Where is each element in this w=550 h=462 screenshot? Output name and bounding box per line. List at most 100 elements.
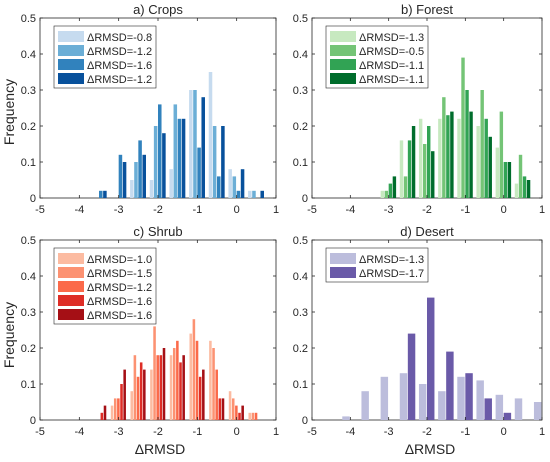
x-tick-label: -2 [422, 426, 432, 438]
y-axis-label-bottom: Frequency [1, 302, 17, 368]
histogram-bar [469, 111, 473, 198]
legend-swatch [58, 31, 84, 42]
x-tick-label: 1 [539, 204, 545, 216]
histogram-bar [209, 340, 212, 420]
x-tick-label: -4 [345, 204, 355, 216]
y-tick-label: 0.2 [293, 121, 308, 133]
legend: ΔRMSD=-1.0 ΔRMSD=-1.5 ΔRMSD=-1.2 ΔRMSD=-1.6… [53, 247, 157, 325]
x-tick-label: -1 [460, 426, 470, 438]
legend-entry-label: ΔRMSD=-1.2 [87, 46, 152, 58]
histogram-bar [503, 412, 512, 420]
histogram-bar [212, 126, 217, 198]
histogram-bar [189, 333, 193, 420]
histogram-bar [172, 348, 176, 420]
y-tick-label: 0.2 [293, 343, 308, 355]
histogram-bar [142, 154, 146, 198]
legend-swatch [58, 59, 84, 70]
legend-entry-label: ΔRMSD=-1.3 [359, 254, 424, 266]
histogram-bar [251, 412, 255, 420]
histogram-bar [228, 169, 232, 198]
y-tick-label: 0 [302, 193, 308, 205]
histogram-bar [212, 348, 215, 420]
x-tick-label: -1 [460, 204, 470, 216]
histogram-bar [176, 340, 179, 420]
histogram-bar [202, 369, 205, 420]
legend: ΔRMSD=-1.3 ΔRMSD=-1.7 [325, 247, 429, 283]
histogram-bar [241, 405, 244, 420]
histogram-bar [122, 162, 127, 198]
histogram-bar [522, 176, 527, 198]
histogram-bar [156, 355, 159, 420]
x-tick-label: -4 [345, 426, 355, 438]
histogram-bar [380, 190, 385, 198]
histogram-bar [221, 398, 225, 420]
y-tick-label: 0.3 [293, 85, 308, 97]
legend-entry-label: ΔRMSD=-1.0 [87, 254, 152, 266]
x-tick-label: -3 [384, 204, 394, 216]
histogram-bar [143, 369, 146, 420]
histogram-bar [173, 104, 178, 198]
histogram-bar [399, 140, 404, 198]
chart-panel: -5 -4 -3 -2 -1 0 1 0 0.1 0.2 0.3 0.4 0.5 d) Desert ΔRM… [293, 224, 545, 438]
histogram-bar [438, 391, 446, 420]
histogram-bar [236, 190, 241, 198]
legend-entry-label: ΔRMSD=-1.1 [359, 60, 424, 72]
histogram-bar [221, 126, 225, 198]
panel-title: b) Forest [401, 2, 453, 17]
y-tick-label: 0 [302, 415, 308, 427]
x-tick-label: -2 [153, 426, 163, 438]
legend-swatch [58, 281, 84, 292]
histogram-bar [169, 169, 173, 198]
histogram-bar [181, 118, 186, 198]
histogram-bar [150, 369, 153, 420]
histogram-bar [162, 348, 166, 420]
legend-swatch [58, 253, 84, 264]
legend-entry-label: ΔRMSD=-1.5 [87, 268, 152, 280]
y-tick-label: 0.3 [21, 85, 36, 97]
histogram-bar [232, 176, 237, 198]
x-tick-label: 1 [273, 204, 279, 216]
histogram-bar [231, 398, 235, 420]
histogram-bar [195, 340, 199, 420]
histogram-bar [120, 384, 123, 420]
histogram-bar [480, 90, 484, 198]
histogram-bar [169, 355, 173, 420]
histogram-bar [403, 176, 408, 198]
x-tick-label: 1 [539, 426, 545, 438]
legend-entry-label: ΔRMSD=-1.6 [87, 310, 152, 322]
histogram-bar [118, 154, 123, 198]
y-tick-label: 0.1 [293, 379, 308, 391]
histogram-bar [399, 373, 408, 420]
histogram-bar [139, 362, 143, 420]
histogram-bar [117, 398, 120, 420]
histogram-bar [514, 398, 523, 420]
x-axis-label-left: ΔRMSD [135, 441, 186, 457]
legend-swatch [330, 31, 356, 42]
histogram-bar [197, 147, 201, 198]
x-tick-label: -2 [153, 204, 163, 216]
histogram-bar [189, 90, 193, 198]
histogram-bar [153, 126, 158, 198]
histogram-bar [418, 384, 427, 420]
legend-entry-label: ΔRMSD=-0.8 [87, 32, 152, 44]
legend: ΔRMSD=-1.3 ΔRMSD=-0.5 ΔRMSD=-1.1 ΔRMSD=-1.1 [325, 25, 429, 89]
histogram-bar [514, 183, 519, 198]
x-tick-label: 0 [234, 204, 240, 216]
histogram-bar [476, 126, 480, 198]
x-tick-label: -3 [384, 426, 394, 438]
y-tick-label: 0.5 [293, 235, 308, 247]
legend-swatch [58, 45, 84, 56]
histogram-bar [159, 355, 163, 420]
y-tick-label: 0 [30, 193, 36, 205]
histogram-bar [99, 190, 103, 198]
legend-swatch [330, 59, 356, 70]
histogram-bar [457, 376, 465, 420]
histogram-bar [217, 176, 221, 198]
histogram-bar [103, 190, 107, 198]
histogram-bar [507, 162, 512, 198]
y-tick-label: 0 [30, 415, 36, 427]
legend-swatch [330, 73, 356, 84]
histogram-bar [201, 97, 205, 198]
histogram-bar [446, 351, 454, 420]
